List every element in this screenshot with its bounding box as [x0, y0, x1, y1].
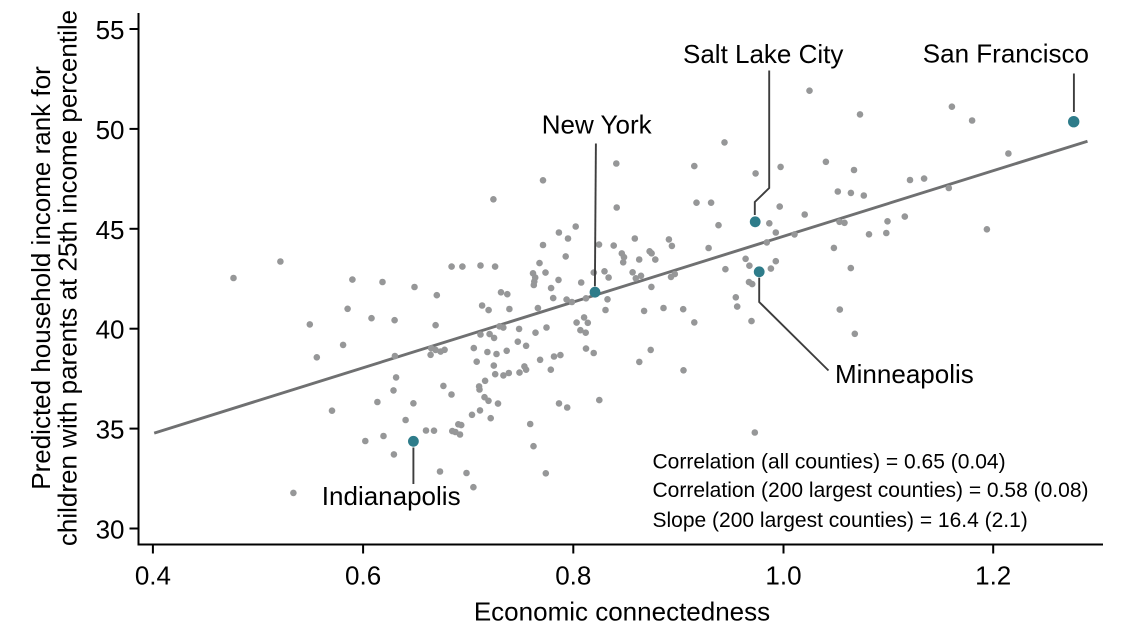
svg-text:40: 40: [96, 315, 125, 345]
svg-text:Correlation (200 largest count: Correlation (200 largest counties) = 0.5…: [653, 479, 1089, 502]
svg-text:Slope (200 largest counties) =: Slope (200 largest counties) = 16.4 (2.1…: [653, 509, 1028, 532]
svg-text:50: 50: [96, 115, 125, 145]
svg-text:0.4: 0.4: [135, 561, 171, 591]
svg-text:Salt Lake City: Salt Lake City: [683, 39, 843, 69]
svg-text:San Francisco: San Francisco: [923, 38, 1089, 68]
svg-text:New York: New York: [542, 110, 653, 140]
svg-text:55: 55: [96, 15, 125, 45]
svg-text:35: 35: [96, 415, 125, 445]
svg-text:1.2: 1.2: [975, 561, 1011, 591]
svg-text:Correlation (all counties) = 0: Correlation (all counties) = 0.65 (0.04): [653, 450, 1006, 473]
svg-text:Indianapolis: Indianapolis: [322, 481, 461, 511]
svg-text:children with parents at 25th: children with parents at 25th income per…: [53, 10, 83, 546]
svg-text:0.6: 0.6: [345, 561, 381, 591]
svg-text:30: 30: [96, 515, 125, 545]
svg-text:0.8: 0.8: [555, 561, 591, 591]
svg-text:Predicted household income ran: Predicted household income rank for: [26, 66, 56, 490]
svg-text:45: 45: [96, 215, 125, 245]
svg-text:1.0: 1.0: [765, 561, 801, 591]
svg-text:Minneapolis: Minneapolis: [835, 359, 974, 389]
svg-text:Economic connectedness: Economic connectedness: [474, 597, 770, 627]
